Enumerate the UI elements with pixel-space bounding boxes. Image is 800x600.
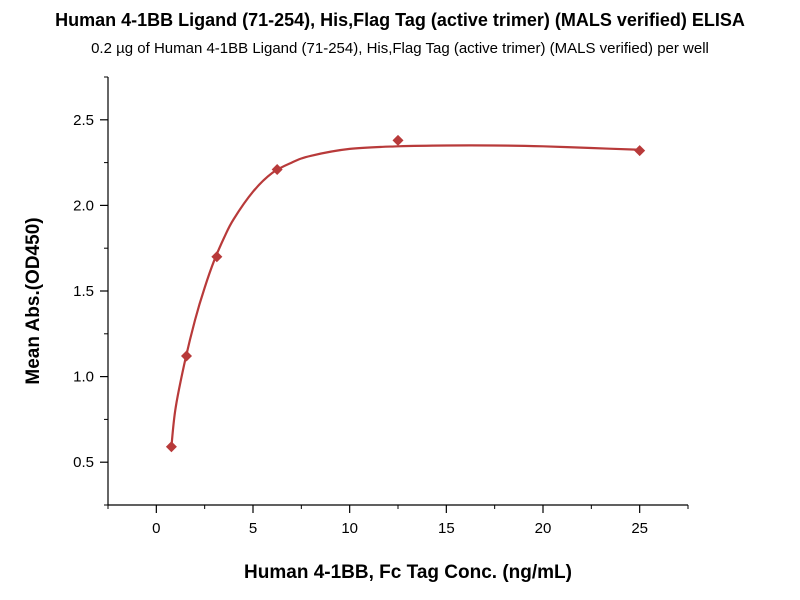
x-tick-label: 10 [341, 520, 358, 537]
y-tick-label: 2.0 [73, 197, 94, 214]
axis-ticks: 0.5 1.0 1.5 2.0 2.5 0 5 10 15 20 25 [73, 76, 689, 537]
data-point [392, 134, 404, 146]
fit-curve-layer [170, 144, 640, 447]
data-point [165, 441, 177, 453]
chart-title: Human 4-1BB Ligand (71-254), His,Flag Ta… [55, 10, 745, 30]
x-tick-label: 5 [249, 520, 257, 537]
data-point [211, 251, 223, 263]
x-axis-label: Human 4-1BB, Fc Tag Conc. (ng/mL) [244, 562, 572, 583]
data-points-layer [165, 134, 646, 453]
y-tick-label: 2.5 [73, 112, 94, 129]
x-tick-label: 25 [631, 520, 648, 537]
data-point [271, 163, 283, 175]
x-tick-label: 20 [535, 520, 552, 537]
data-point [180, 350, 192, 362]
data-point [634, 145, 646, 157]
x-tick-label: 0 [152, 520, 160, 537]
x-tick-label: 15 [438, 520, 455, 537]
y-tick-label: 0.5 [73, 454, 94, 471]
chart-subtitle: 0.2 µg of Human 4-1BB Ligand (71-254), H… [91, 40, 709, 57]
y-tick-label: 1.5 [73, 283, 94, 300]
y-tick-label: 1.0 [73, 369, 94, 386]
fit-curve [170, 144, 640, 447]
